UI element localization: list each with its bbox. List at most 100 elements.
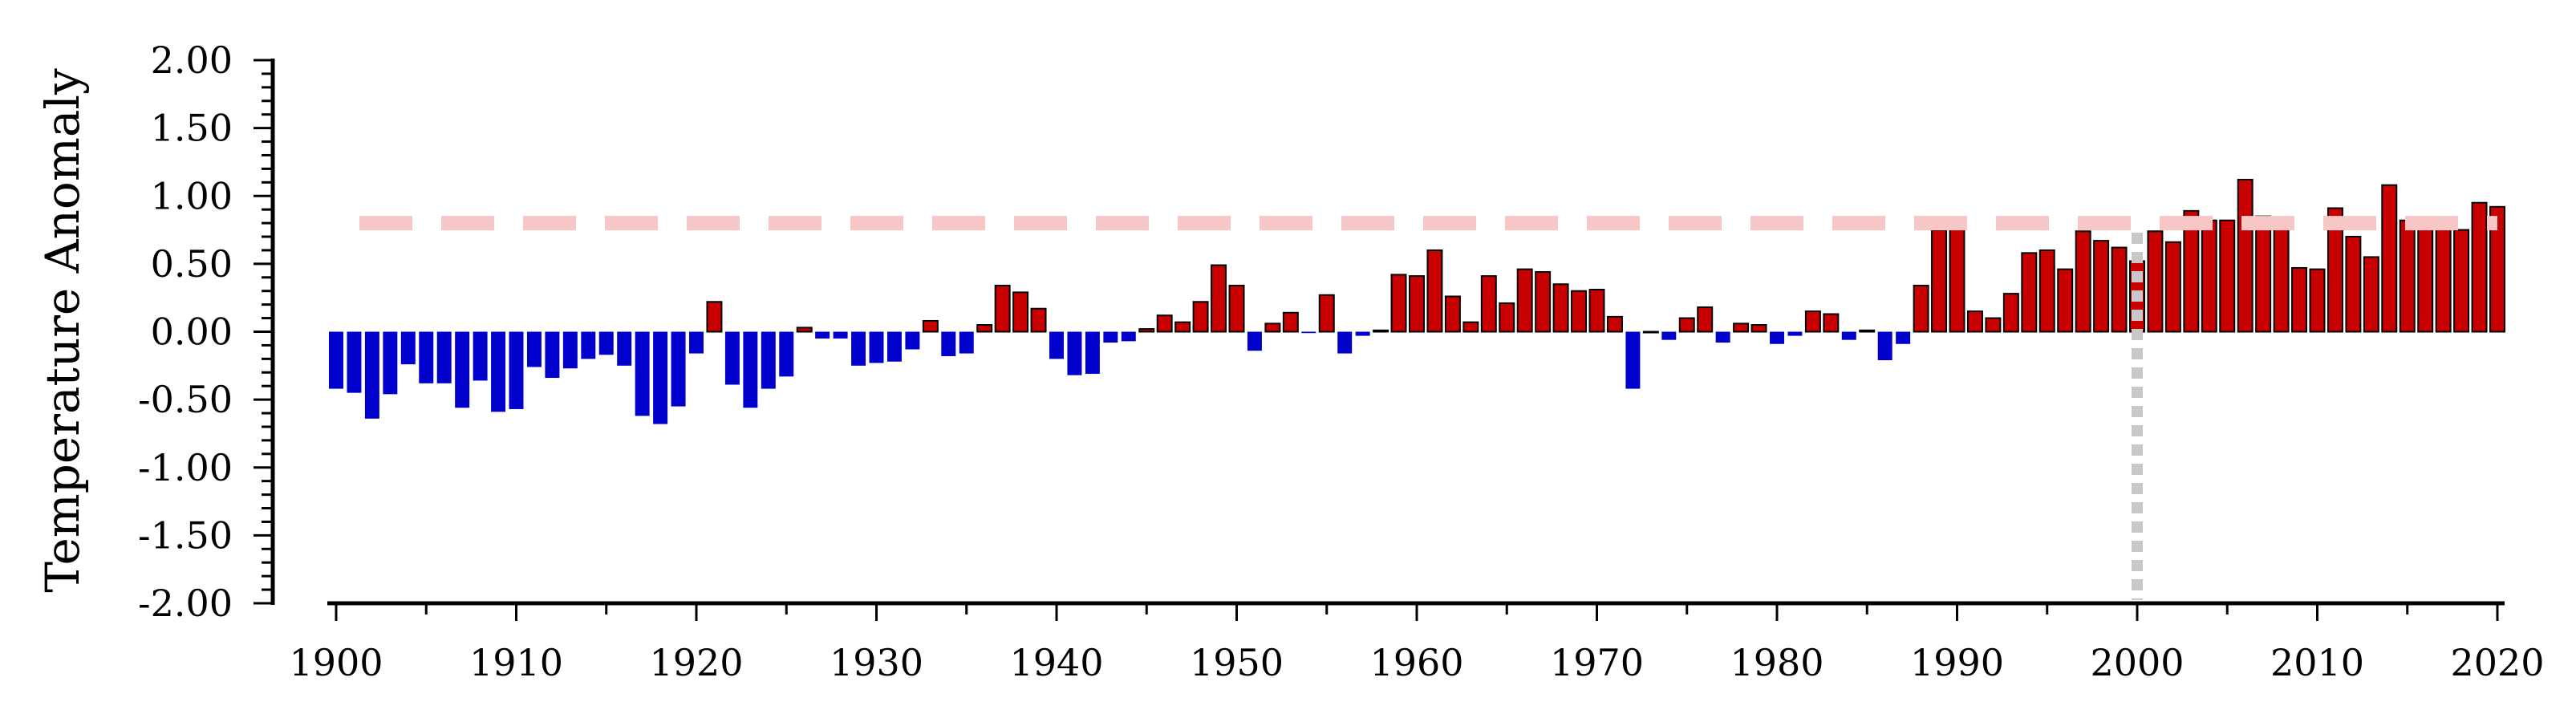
bar-1997 [2075,230,2091,333]
bar-1934 [941,331,956,356]
bar-1920 [689,331,704,354]
bar-1915 [598,331,614,355]
bar-1902 [364,331,379,419]
bar-1992 [1985,317,2002,333]
bar-1907 [455,331,470,408]
bar-1967 [1535,271,1552,333]
bar-1962 [1444,295,1461,333]
bar-1936 [976,324,993,333]
y-tick-label: -1.50 [138,513,233,557]
bar-1914 [581,331,596,359]
x-tick-label: 1990 [1910,641,2004,684]
bar-2018 [2453,229,2470,333]
bar-1955 [1318,294,1335,333]
bar-1956 [1337,331,1353,354]
bar-1903 [383,331,398,395]
bar-1983 [1823,313,1840,333]
bar-1913 [562,331,578,369]
bar-1957 [1355,331,1370,336]
bar-1949 [1211,264,1227,333]
y-tick-label: 0.50 [151,242,233,286]
bar-1999 [2111,246,2128,333]
bar-1908 [473,331,488,381]
bar-1963 [1462,321,1479,333]
bar-2017 [2435,226,2452,333]
x-tick-label: 1910 [469,641,563,684]
bar-1994 [2021,252,2038,333]
bar-1944 [1121,331,1136,342]
bar-1922 [724,331,740,385]
bar-1995 [2038,249,2055,333]
bar-2001 [2147,230,2164,333]
x-tick-label: 1960 [1369,641,1463,684]
bar-2002 [2164,241,2181,333]
bar-1952 [1264,322,1281,333]
x-tick-label: 2020 [2450,641,2544,684]
bar-1941 [1067,331,1082,375]
bar-1928 [833,331,848,339]
bar-1940 [1049,331,1064,359]
bar-2009 [2291,266,2308,333]
bar-1943 [1103,331,1118,343]
bar-1905 [419,331,434,383]
bar-1996 [2057,268,2074,333]
y-tick-label: 2.00 [151,39,233,82]
bar-1923 [743,331,758,408]
bar-1953 [1282,311,1299,333]
bar-2007 [2255,215,2272,333]
bar-1986 [1877,331,1892,361]
bar-1954 [1301,331,1316,334]
bar-1970 [1588,289,1605,333]
bar-2012 [2345,236,2362,333]
bar-1919 [671,331,686,407]
bar-2011 [2327,207,2343,333]
bar-1932 [905,331,920,350]
bar-1947 [1174,321,1191,333]
bar-1911 [526,331,542,367]
bar-1982 [1804,310,1821,333]
bar-1926 [796,326,813,333]
bar-1906 [436,331,452,383]
bar-1976 [1697,306,1714,333]
bar-1912 [545,331,560,379]
bar-2006 [2237,178,2253,333]
bar-1988 [1913,284,1929,333]
bar-1909 [491,331,506,412]
bar-1910 [509,331,524,409]
bar-1921 [706,301,723,333]
x-tick-label: 1900 [289,641,383,684]
x-tick-label: 1970 [1550,641,1644,684]
bar-2005 [2219,219,2236,333]
bar-1935 [959,331,974,354]
bar-1998 [2093,240,2110,333]
bar-1933 [922,319,939,333]
y-tick-label: -1.00 [138,446,233,489]
bar-1939 [1030,307,1047,333]
x-tick-label: 2010 [2270,641,2364,684]
bar-2003 [2183,209,2200,333]
bar-1937 [994,284,1011,333]
x-tick-label: 1950 [1190,641,1284,684]
y-tick-label: 1.50 [151,107,233,150]
bar-1901 [347,331,362,393]
x-tick-label: 1980 [1730,641,1823,684]
bar-1958 [1373,329,1389,333]
bar-1979 [1750,324,1767,333]
bar-1989 [1931,229,1948,333]
bar-1977 [1715,331,1730,343]
y-tick-label: -0.50 [138,378,233,421]
bar-1917 [635,331,650,416]
bar-1924 [761,331,776,389]
bar-1980 [1770,331,1784,344]
bar-1916 [617,331,632,366]
bar-1931 [886,331,902,362]
bar-1984 [1841,331,1856,340]
bar-1930 [869,331,884,363]
bar-1900 [329,331,343,389]
bar-1918 [653,331,668,424]
bar-1972 [1625,331,1641,389]
bar-2010 [2309,268,2326,333]
bar-1981 [1787,331,1803,336]
bar-1927 [815,331,830,339]
